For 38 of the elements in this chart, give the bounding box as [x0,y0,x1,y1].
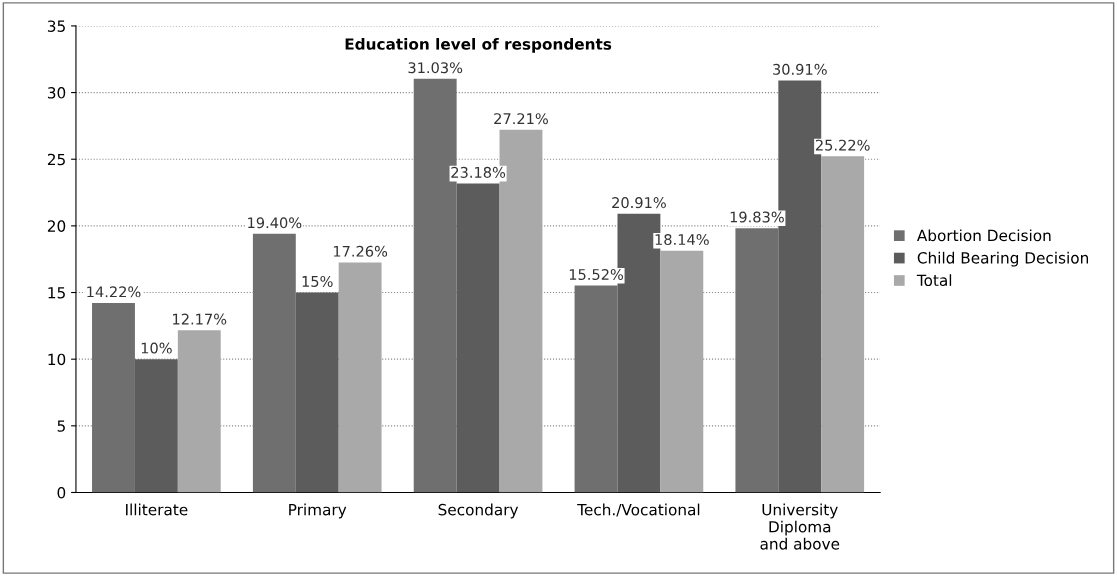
x-tick-label: Secondary [438,503,519,519]
data-label: 25.22% [815,139,870,151]
bar [574,285,618,493]
legend-label: Child Bearing Decision [917,251,1089,267]
data-label: 14.22% [87,286,141,298]
data-label: 27.21% [494,113,548,125]
legend-label: Abortion Decision [916,229,1051,242]
x-tick-label: Tech./Vocational [577,503,700,517]
y-tick-label: 20 [47,220,66,232]
x-tick-label: Illiterate [126,503,188,516]
bar [92,302,135,493]
data-label: 18.14% [655,234,709,246]
y-tick-label: 25 [47,153,65,166]
data-label: 15.52% [569,268,624,280]
x-tick-label: University Diploma and above [760,503,840,550]
y-tick-label: 30 [47,87,66,99]
data-label: 31.03% [408,62,463,74]
data-label: 17.26% [333,245,388,257]
data-label: 30.91% [773,63,827,75]
data-label: 19.83% [730,211,784,223]
text: Education level of respondents [345,37,612,53]
bar [735,228,779,493]
data-label: 20.91% [612,197,666,209]
y-tick-label: 15 [48,287,65,299]
data-label: 19.40% [248,217,302,229]
y-tick-label: 10 [48,353,66,366]
bar [252,233,296,493]
data-label: 15% [302,275,333,287]
y-tick-label: 0 [57,486,66,499]
y-tick-label: 35 [47,20,65,32]
data-label: 10% [141,342,172,354]
data-label: 23.18% [451,166,506,178]
bar [660,250,704,493]
bar [821,156,865,493]
x-tick-label: Primary [289,503,347,519]
legend-label: Total [916,274,952,287]
data-label: 12.17% [173,313,227,325]
y-tick-label: 5 [57,420,65,432]
